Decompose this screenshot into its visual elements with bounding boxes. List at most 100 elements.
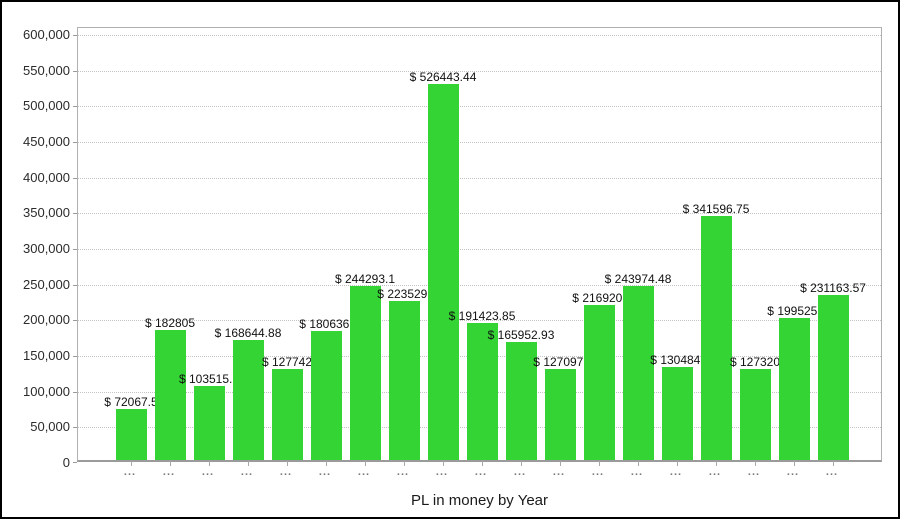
bar-value-label: $ 103515.5 <box>178 372 240 387</box>
bar-value-label: $ 223529. <box>377 286 431 301</box>
x-axis-title: PL in money by Year <box>410 492 549 509</box>
x-axis-tick <box>209 461 210 466</box>
bar-value-label: $ 199525. <box>767 303 821 318</box>
bar <box>739 369 771 460</box>
y-axis-tick <box>73 320 77 322</box>
y-tick-label: 500,000 <box>23 98 70 114</box>
x-axis-tick <box>833 461 834 466</box>
x-tick-label: ... <box>435 466 449 478</box>
bar-value-label: $ 182805 <box>144 315 196 330</box>
bar <box>154 329 186 460</box>
x-axis-tick <box>716 461 717 466</box>
bar-value-label: $ 72067.5 <box>104 394 158 409</box>
bar-value-label: $ 180636. <box>299 317 353 332</box>
x-tick-label: ... <box>201 466 215 478</box>
bar-value-label: $ 127742 <box>261 354 313 369</box>
bar <box>232 339 264 460</box>
x-tick-label: ... <box>357 466 371 478</box>
x-tick-label: ... <box>123 466 137 478</box>
bar <box>817 295 849 460</box>
x-tick-label: ... <box>747 466 761 478</box>
x-tick-label: ... <box>513 466 527 478</box>
y-tick-label: 350,000 <box>23 205 70 221</box>
bar <box>778 317 810 460</box>
gridline <box>78 177 881 179</box>
y-axis-tick <box>73 356 77 357</box>
bar <box>115 408 147 460</box>
gridline <box>78 35 881 36</box>
x-axis-tick <box>794 461 795 466</box>
y-axis-tick <box>73 70 77 72</box>
bar <box>466 323 498 460</box>
x-tick-label: ... <box>162 466 176 478</box>
y-tick-label: 250,000 <box>23 276 70 292</box>
x-axis-tick <box>560 461 561 466</box>
gridline <box>78 106 881 108</box>
x-tick-label: ... <box>474 466 488 478</box>
x-tick-label: ... <box>396 466 410 478</box>
bar <box>427 84 459 460</box>
y-tick-label: 300,000 <box>23 241 70 256</box>
y-tick-label: 150,000 <box>23 348 70 363</box>
bar-value-label: $ 244293.1 <box>334 271 396 286</box>
y-tick-label: 0 <box>62 455 70 470</box>
x-tick-label: ... <box>630 466 644 478</box>
x-axis-tick <box>365 461 366 466</box>
gridline <box>78 249 881 250</box>
plot-area: $ 72067.5 $ 182805 $ 103515.5 $ 168644.88 $ … <box>73 27 882 466</box>
bar <box>505 341 537 460</box>
y-tick-label: 200,000 <box>23 312 70 328</box>
bar <box>388 300 420 460</box>
y-tick-label: 50,000 <box>30 419 70 435</box>
x-axis-tick <box>170 461 171 466</box>
gridline <box>78 70 881 72</box>
bar <box>271 368 303 460</box>
bar <box>193 386 225 460</box>
bar-value-label: $ 127320 <box>729 355 781 370</box>
x-tick-label: ... <box>708 466 722 478</box>
y-axis-tick <box>73 391 77 393</box>
bar <box>544 369 576 460</box>
bar <box>310 331 342 460</box>
y-axis-tick <box>73 142 77 143</box>
y-axis-tick <box>73 284 77 286</box>
x-axis-tick <box>131 461 132 466</box>
y-axis-labels: 0 50,000 100,000 150,000 200,000 250,000 300,0… <box>2 27 70 470</box>
x-axis-tick <box>521 461 522 466</box>
y-tick-label: 100,000 <box>23 383 70 399</box>
bar-value-label: $ 243974.48 <box>604 271 672 286</box>
gridline <box>78 284 881 286</box>
bar <box>583 305 615 460</box>
bar-value-label: $ 191423.85 <box>448 309 516 324</box>
bar-value-label: $ 216920. <box>572 291 626 306</box>
bar-value-label: $ 130484. <box>650 352 704 367</box>
bar <box>700 216 732 460</box>
x-axis-tick <box>677 461 678 466</box>
x-axis-tick <box>755 461 756 466</box>
x-axis-tick <box>599 461 600 466</box>
x-tick-label: ... <box>591 466 605 478</box>
bar-value-label: $ 127097. <box>533 355 587 370</box>
x-tick-label: ... <box>669 466 683 478</box>
gridline <box>78 142 881 143</box>
x-tick-label: ... <box>552 466 566 478</box>
x-axis-tick <box>482 461 483 466</box>
bar <box>622 285 654 460</box>
bar-value-label: $ 231163.57 <box>800 281 866 296</box>
y-tick-label: 400,000 <box>23 169 70 185</box>
bar-value-label: $ 341596.75 <box>682 202 750 217</box>
x-axis-tick <box>248 461 249 466</box>
x-tick-label: ... <box>279 466 293 478</box>
y-tick-label: 600,000 <box>23 27 70 42</box>
x-tick-label: ... <box>318 466 332 478</box>
x-axis-tick <box>638 461 639 466</box>
bar-value-label: $ 526443.44 <box>409 70 477 85</box>
y-tick-label: 450,000 <box>23 134 70 149</box>
y-axis-tick <box>73 427 77 429</box>
y-tick-label: 550,000 <box>23 62 70 78</box>
x-axis-tick <box>287 461 288 466</box>
y-axis-tick <box>73 35 77 36</box>
x-axis-tick <box>404 461 405 466</box>
bar <box>661 366 693 460</box>
